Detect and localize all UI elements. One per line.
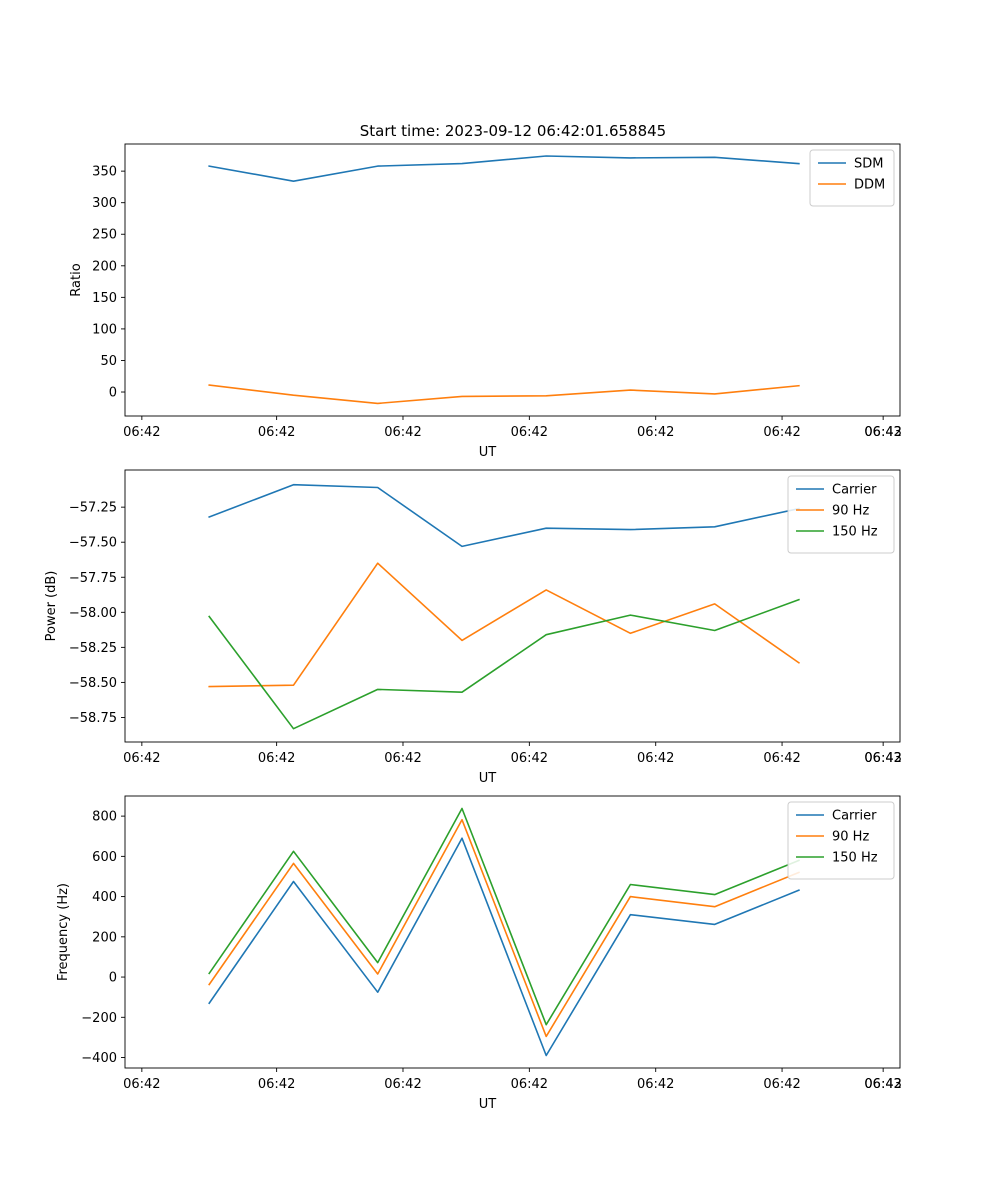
y-tick-label: −58.00 <box>69 606 117 621</box>
y-tick-label: 0 <box>109 386 117 401</box>
x-tick-label: 06:43 <box>864 425 901 440</box>
x-tick-label: 06:42 <box>258 425 295 440</box>
series-line-150-hz <box>208 807 800 1026</box>
y-tick-label: −58.25 <box>69 641 117 656</box>
axes-frame <box>124 795 901 1069</box>
x-tick-label: 06:42 <box>123 425 160 440</box>
y-tick-label: −57.75 <box>69 571 117 586</box>
x-tick-label: 06:42 <box>763 425 800 440</box>
y-tick-label: −58.50 <box>69 676 117 691</box>
x-tick-label: 06:42 <box>258 1077 295 1092</box>
y-axis-label: Ratio <box>69 263 84 296</box>
legend-label-90-hz: 90 Hz <box>832 504 869 519</box>
y-tick-label: 100 <box>92 322 117 337</box>
axes-frame <box>124 469 901 743</box>
legend-label-150-hz: 150 Hz <box>832 851 878 866</box>
x-tick-label: 06:42 <box>384 425 421 440</box>
series-line-90-hz <box>208 562 801 688</box>
legend-label-sdm: SDM <box>854 157 883 172</box>
x-tick-label: 06:42 <box>637 751 674 766</box>
y-tick-label: 200 <box>92 930 117 945</box>
x-tick-label: 06:43 <box>864 1077 901 1092</box>
series-line-sdm <box>208 155 800 182</box>
x-tick-label: 06:43 <box>864 751 901 766</box>
x-tick-label: 06:42 <box>511 751 548 766</box>
x-axis-label: UT <box>479 1097 497 1112</box>
legend-box <box>787 475 895 554</box>
y-tick-label: 250 <box>92 228 117 243</box>
x-axis-label: UT <box>479 445 497 460</box>
chart-power: 06:42 06:42 06:42 06:42 06:42 06:42 06:4206:43… <box>44 469 902 786</box>
series-line-150-hz <box>208 598 800 730</box>
y-axis-label: Power (dB) <box>44 571 59 642</box>
x-tick-label: 06:42 <box>864 425 901 440</box>
y-tick-label: −200 <box>81 1011 117 1026</box>
y-tick-label: 300 <box>92 196 117 211</box>
series-line-90-hz <box>208 818 800 1038</box>
x-tick-label: 06:42 <box>384 751 421 766</box>
y-tick-label: −58.75 <box>69 711 117 726</box>
x-tick-label: 06:42 <box>511 425 548 440</box>
legend-label-90-hz: 90 Hz <box>832 830 869 845</box>
x-tick-label: 06:42 <box>637 1077 674 1092</box>
y-tick-label: 0 <box>109 971 117 986</box>
x-tick-label: 06:42 <box>258 751 295 766</box>
y-tick-label: 50 <box>100 354 117 369</box>
series-line-carrier <box>208 483 800 548</box>
x-tick-label: 06:42 <box>864 1077 901 1092</box>
y-axis-label: Frequency (Hz) <box>56 883 71 981</box>
y-tick-label: 800 <box>92 810 117 825</box>
x-axis-label: UT <box>479 771 497 786</box>
y-tick-label: −57.25 <box>69 501 117 516</box>
y-tick-label: −57.50 <box>69 536 117 551</box>
x-tick-label: 06:42 <box>637 425 674 440</box>
figure-title: Start time: 2023-09-12 06:42:01.658845 <box>360 122 666 140</box>
x-tick-label: 06:42 <box>511 1077 548 1092</box>
y-tick-label: 400 <box>92 890 117 905</box>
x-tick-label: 06:42 <box>864 751 901 766</box>
x-tick-label: 06:42 <box>123 751 160 766</box>
legend-label-carrier: Carrier <box>832 483 877 498</box>
x-tick-label: 06:42 <box>123 1077 160 1092</box>
x-tick-label: 06:42 <box>384 1077 421 1092</box>
legend-box <box>809 149 895 207</box>
y-tick-label: 600 <box>92 850 117 865</box>
x-tick-label: 06:42 <box>763 751 800 766</box>
legend-box <box>787 801 895 880</box>
y-tick-label: 150 <box>92 291 117 306</box>
y-tick-label: 350 <box>92 165 117 180</box>
chart-frequency: 06:42 06:42 06:42 06:42 06:42 06:42 06:4206:43… <box>56 795 902 1112</box>
series-line-carrier <box>208 837 800 1057</box>
chart-ratio: 06:42 06:42 06:42 06:42 06:42 06:42 06:4206:43… <box>69 143 902 460</box>
legend-label-150-hz: 150 Hz <box>832 525 878 540</box>
x-tick-label: 06:42 <box>763 1077 800 1092</box>
axes-frame <box>124 143 901 417</box>
y-tick-label: 200 <box>92 259 117 274</box>
y-tick-label: −400 <box>81 1051 117 1066</box>
series-line-ddm <box>208 384 800 405</box>
legend-label-carrier: Carrier <box>832 809 877 824</box>
legend-label-ddm: DDM <box>854 178 885 193</box>
